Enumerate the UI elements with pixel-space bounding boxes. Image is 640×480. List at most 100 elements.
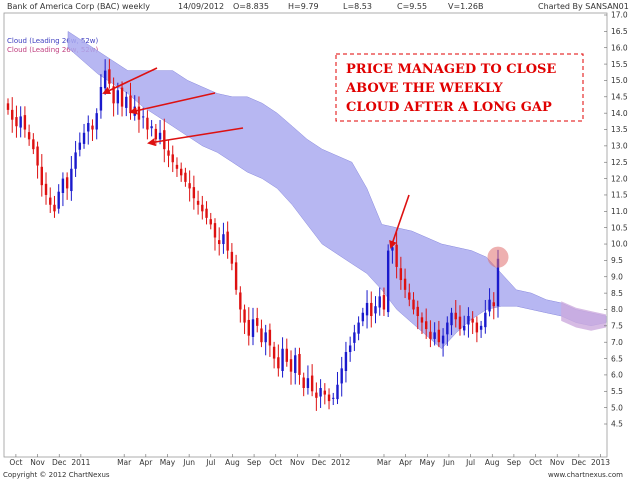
candle-body (268, 329, 272, 346)
x-tick-label: Nov (30, 458, 45, 467)
y-tick-label: 11.0 (611, 207, 628, 216)
candle-body (450, 312, 453, 326)
annotation-line-2: ABOVE THE WEEKLY (345, 81, 503, 96)
y-tick-label: 16.0 (611, 43, 628, 52)
header-volume: V=1.26B (448, 2, 483, 11)
x-tick-label: Apr (139, 458, 153, 467)
candle-body (327, 394, 331, 402)
candle-body (433, 332, 436, 339)
candle-body (416, 306, 419, 317)
candle-body (302, 377, 305, 389)
x-tick-label: Dec (312, 458, 327, 467)
header-open: O=8.835 (233, 2, 269, 11)
x-tick-label: Aug (485, 458, 500, 467)
candle-body (315, 392, 318, 398)
candlesticks (6, 59, 500, 411)
candle-body (192, 187, 196, 199)
candle-body (399, 268, 403, 281)
candle-body (171, 154, 174, 163)
arrow-4 (389, 194, 410, 249)
candle-body (285, 348, 288, 362)
candle-body (272, 346, 276, 359)
candle-body (475, 322, 479, 333)
candle-body (65, 177, 69, 189)
candle-body (120, 87, 124, 107)
candle-body (158, 132, 162, 140)
candle-body (218, 240, 221, 245)
x-tick-label: Jun (442, 458, 455, 467)
y-tick-label: 16.5 (611, 27, 628, 36)
candle-body (188, 183, 191, 189)
candle-body (336, 384, 339, 400)
candle-body (184, 172, 187, 182)
x-tick-label: Oct (269, 458, 282, 467)
candle-body (454, 312, 457, 320)
candle-body (70, 168, 73, 192)
x-tick-label: Sep (247, 458, 261, 467)
candle-body (424, 321, 428, 330)
candle-body (95, 113, 98, 130)
candle-body (103, 70, 107, 89)
y-tick-label: 8.5 (611, 289, 623, 298)
y-tick-label: 5.5 (611, 387, 623, 396)
x-tick-label: May (420, 458, 436, 467)
x-tick-label: Oct (9, 458, 22, 467)
y-tick-label: 6.0 (611, 371, 623, 380)
candle-body (370, 302, 373, 317)
header-date: 14/09/2012 (178, 2, 224, 11)
y-tick-label: 4.5 (611, 420, 623, 429)
candle-body (429, 331, 432, 339)
chart-title: Bank of America Corp (BAC) weekly (7, 2, 150, 11)
candle-body (61, 178, 65, 193)
candle-body (323, 390, 327, 395)
candle-body (27, 132, 31, 140)
candle-body (277, 357, 280, 369)
candle-body (391, 247, 394, 251)
ichimoku-cloud (67, 30, 607, 350)
candle-body (116, 90, 120, 104)
candle-body (496, 258, 500, 307)
candle-body (44, 183, 48, 195)
y-tick-label: 5.0 (611, 403, 623, 412)
candle-body (294, 355, 297, 373)
charted-by: Charted By SANSAN01 (538, 2, 629, 11)
x-tick-label: Nov (550, 458, 565, 467)
y-tick-label: 12.0 (611, 174, 628, 183)
candle-body (179, 168, 183, 176)
x-tick-label: 2011 (71, 458, 90, 467)
y-tick-label: 17.0 (611, 11, 628, 20)
x-tick-label: Apr (399, 458, 413, 467)
candle-body (382, 295, 386, 310)
candle-body (256, 317, 259, 326)
x-tick-label: Mar (117, 458, 132, 467)
candle-body (386, 250, 390, 313)
candle-body (154, 128, 158, 140)
candle-body (222, 234, 225, 245)
candle-body (344, 352, 348, 371)
x-tick-label: May (160, 458, 176, 467)
x-tick-label: Aug (225, 458, 240, 467)
candle-body (403, 278, 407, 290)
candle-body (260, 328, 263, 343)
candle-body (353, 332, 356, 343)
y-tick-label: 15.0 (611, 76, 628, 85)
candle-body (437, 329, 441, 343)
candle-body (74, 152, 77, 169)
y-tick-label: 7.5 (611, 322, 623, 331)
candle-body (484, 312, 487, 328)
candle-body (289, 359, 293, 372)
candle-body (150, 126, 153, 129)
candle-body (441, 335, 445, 344)
candle-body (40, 166, 43, 186)
candle-body (458, 316, 462, 330)
candle-body (196, 200, 200, 205)
candle-body (310, 375, 314, 392)
candle-body (488, 299, 491, 312)
candle-body (239, 292, 242, 310)
x-tick-label: Nov (290, 458, 305, 467)
candle-body (32, 139, 35, 150)
header-low: L=8.53 (343, 2, 372, 11)
y-tick-label: 14.0 (611, 109, 628, 118)
candle-body (201, 204, 204, 212)
candle-body (15, 117, 18, 127)
